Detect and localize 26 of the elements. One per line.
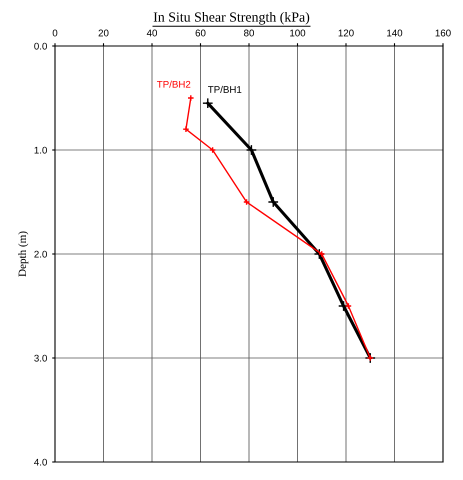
x-tick-label: 120 <box>338 30 354 36</box>
x-tick-label: 0 <box>52 30 58 36</box>
point <box>344 302 352 310</box>
x-tick-label: 100 <box>290 30 306 36</box>
y-tick-label: 2.0 <box>34 250 47 258</box>
x-tick-label: 60 <box>196 30 206 36</box>
point <box>202 98 214 109</box>
point <box>182 126 190 133</box>
y-axis-title: Depth (m) <box>18 232 28 277</box>
series-label: TP/BH2 <box>156 80 190 88</box>
series-label: TP/BH1 <box>208 86 242 93</box>
x-tick-label: 20 <box>98 30 109 36</box>
point <box>318 250 326 258</box>
point <box>243 198 250 206</box>
point <box>209 146 216 154</box>
x-tick-label: 140 <box>387 30 402 36</box>
y-tick-label: 0.0 <box>34 42 47 50</box>
x-tick-label: 40 <box>146 30 158 36</box>
y-tick-label: 3.0 <box>34 354 47 362</box>
y-tick-label: 4.0 <box>34 458 47 466</box>
x-tick-label: 160 <box>436 30 451 36</box>
y-tick-label: 1.0 <box>34 146 47 154</box>
point <box>268 196 279 208</box>
x-tick-label: 80 <box>244 30 254 36</box>
point <box>246 144 257 156</box>
chart-title: In Situ Shear Strength (kPa) <box>154 12 310 25</box>
